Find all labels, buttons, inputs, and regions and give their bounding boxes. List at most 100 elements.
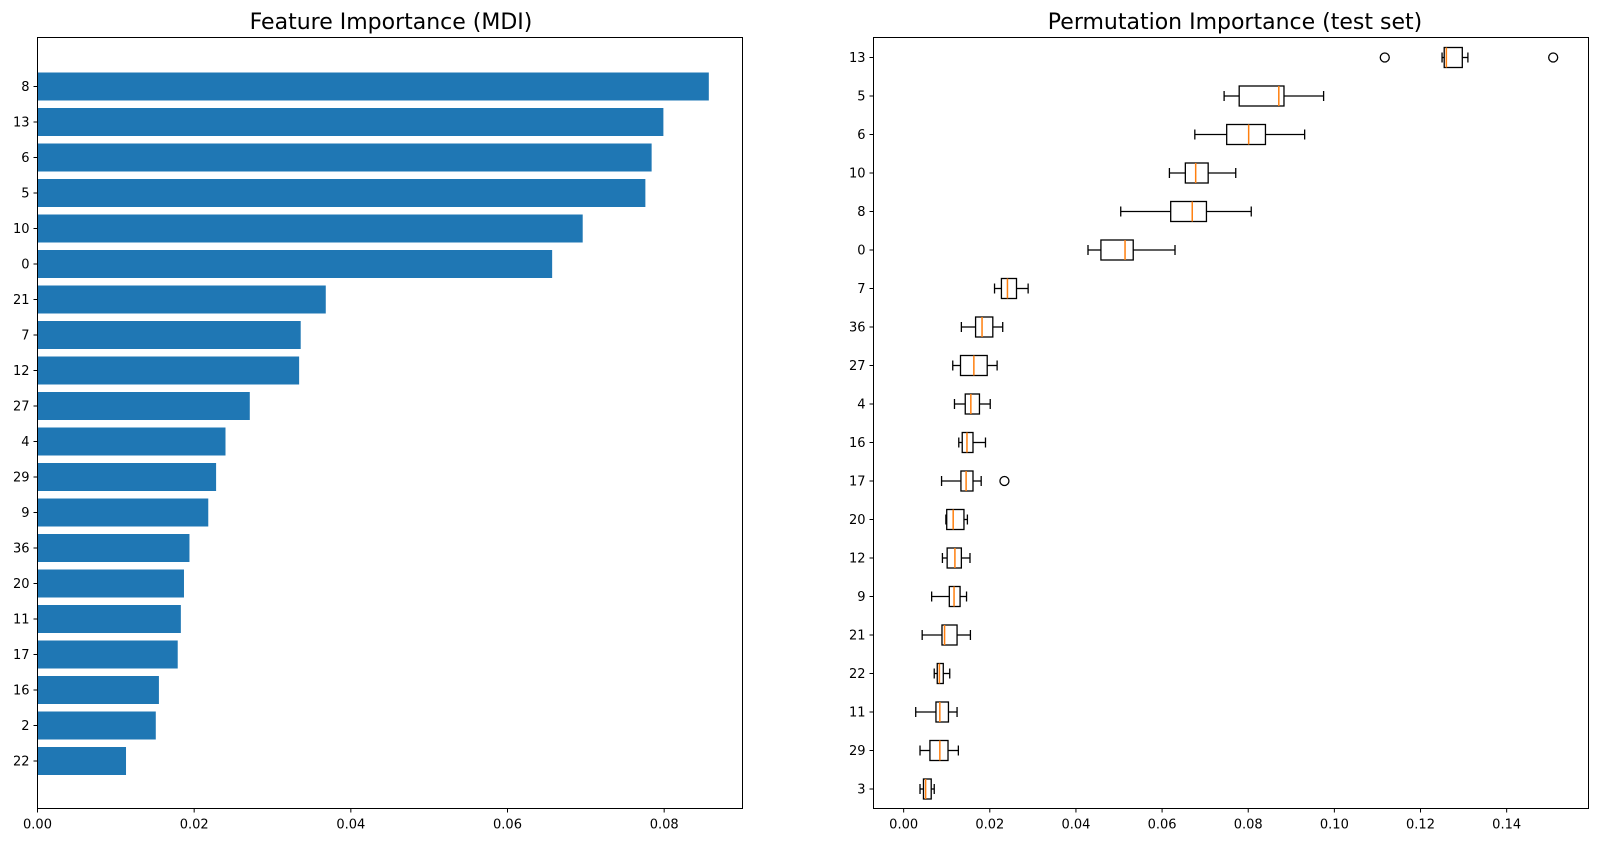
permutation-axes-frame (873, 37, 1589, 809)
permutation-y-tick-label: 13 (849, 51, 866, 66)
permutation-y-tick-label: 8 (857, 205, 865, 220)
mdi-y-tick-label: 29 (13, 471, 30, 486)
mdi-bar (37, 356, 300, 385)
mdi-y-tick-label: 4 (21, 435, 29, 450)
mdi-bar (37, 711, 156, 740)
iqr-box (1238, 85, 1285, 107)
iqr-box (1226, 123, 1267, 146)
permutation-y-tick-label: 20 (849, 513, 866, 528)
mdi-bar (37, 392, 250, 420)
mdi-bar (37, 747, 127, 775)
box-plot-20 (945, 508, 969, 531)
box-plot-6 (1194, 123, 1306, 146)
mdi-bar (37, 534, 190, 562)
permutation-x-ticks: 0.00 0.02 0.04 0.06 0.08 0.10 0.12 0.14 (889, 808, 1521, 833)
mdi-bar (37, 143, 652, 172)
mdi-bar (37, 463, 217, 491)
permutation-y-ticks: 13 5 6 10 8 0 7 36 27 4 16 17 20 12 9 21 22 11 29 3 (849, 51, 874, 798)
iqr-box (1100, 239, 1134, 261)
mdi-bar (37, 250, 553, 278)
mdi-y-tick-label: 20 (13, 577, 30, 592)
box-plot-5 (1223, 85, 1325, 107)
box-plot-22 (933, 662, 951, 685)
mdi-y-tick-label: 8 (21, 80, 29, 95)
permutation-box-chart: Permutation Importance (test set) 13 5 6 10… (849, 10, 1589, 833)
iqr-box (1000, 277, 1018, 300)
permutation-y-tick-label: 0 (857, 244, 865, 259)
permutation-x-tick-label: 0.02 (975, 818, 1004, 833)
mdi-bar (37, 605, 181, 633)
mdi-bar (37, 498, 209, 527)
mdi-bar (37, 427, 226, 456)
box-plot-4 (953, 393, 991, 415)
mdi-bars (37, 72, 709, 775)
permutation-y-tick-label: 36 (849, 321, 866, 336)
mdi-y-tick-label: 11 (13, 613, 30, 628)
mdi-chart-title: Feature Importance (MDI) (250, 10, 533, 35)
mdi-bar (37, 285, 326, 314)
box-plot-29 (919, 739, 960, 762)
mdi-y-tick-label: 12 (13, 364, 30, 379)
iqr-box (936, 662, 944, 685)
box-plot-10 (1168, 162, 1237, 184)
permutation-y-tick-label: 6 (857, 128, 865, 143)
mdi-bar-chart: Feature Importance (MDI) 813651002171227… (13, 10, 743, 833)
box-plot-7 (993, 277, 1029, 300)
permutation-y-tick-label: 16 (849, 436, 866, 451)
permutation-y-tick-label: 29 (849, 744, 866, 759)
mdi-y-tick-label: 2 (21, 719, 29, 734)
iqr-box (960, 470, 974, 492)
permutation-x-tick-label: 0.08 (1234, 818, 1263, 833)
iqr-box (1170, 200, 1208, 223)
mdi-x-tick-label: 0.06 (493, 818, 522, 833)
mdi-y-tick-label: 27 (13, 400, 30, 415)
permutation-y-tick-label: 3 (857, 783, 865, 798)
permutation-y-tick-label: 27 (849, 359, 866, 374)
permutation-x-tick-label: 0.12 (1406, 818, 1435, 833)
permutation-x-tick-label: 0.00 (889, 818, 918, 833)
box-plot-13 (1379, 46, 1559, 69)
permutation-y-tick-label: 9 (857, 590, 865, 605)
permutation-x-tick-label: 0.06 (1148, 818, 1177, 833)
permutation-x-tick-label: 0.04 (1061, 818, 1090, 833)
mdi-axes-frame (37, 37, 743, 809)
mdi-bar (37, 72, 709, 101)
iqr-box (974, 316, 994, 338)
mdi-bar (37, 640, 178, 669)
mdi-y-tick-label: 9 (21, 506, 29, 521)
mdi-bar (37, 676, 159, 704)
mdi-bar (37, 321, 301, 349)
permutation-y-tick-label: 7 (857, 282, 865, 297)
mdi-y-tick-label: 13 (13, 116, 30, 131)
iqr-box (1443, 46, 1463, 69)
mdi-x-tick-label: 0.02 (180, 818, 209, 833)
box-plot-12 (941, 547, 971, 569)
box-plot-9 (930, 585, 968, 608)
permutation-y-tick-label: 11 (849, 706, 866, 721)
box-plot-3 (919, 778, 935, 800)
mdi-bar (37, 214, 583, 243)
box-plot-16 (958, 431, 987, 454)
permutation-x-tick-label: 0.10 (1320, 818, 1349, 833)
box-plot-17 (940, 470, 1010, 492)
mdi-y-tick-label: 17 (13, 648, 30, 663)
mdi-y-tick-label: 0 (21, 258, 29, 273)
mdi-x-tick-label: 0.00 (23, 818, 52, 833)
mdi-x-ticks: 0.00 0.02 0.04 0.06 0.08 (23, 808, 679, 833)
permutation-chart-title: Permutation Importance (test set) (1048, 10, 1422, 35)
iqr-box (935, 701, 950, 723)
iqr-box (941, 624, 958, 646)
outlier-point (999, 475, 1010, 487)
iqr-box (1184, 162, 1209, 184)
permutation-y-tick-label: 5 (857, 90, 865, 105)
mdi-y-tick-label: 6 (21, 151, 29, 166)
permutation-y-tick-label: 17 (849, 475, 866, 490)
permutation-y-tick-label: 4 (857, 398, 865, 413)
mdi-y-tick-label: 21 (13, 293, 30, 308)
mdi-y-tick-label: 22 (13, 755, 30, 770)
box-plot-21 (921, 624, 972, 646)
mdi-y-tick-label: 16 (13, 684, 30, 699)
permutation-x-tick-label: 0.14 (1492, 818, 1521, 833)
